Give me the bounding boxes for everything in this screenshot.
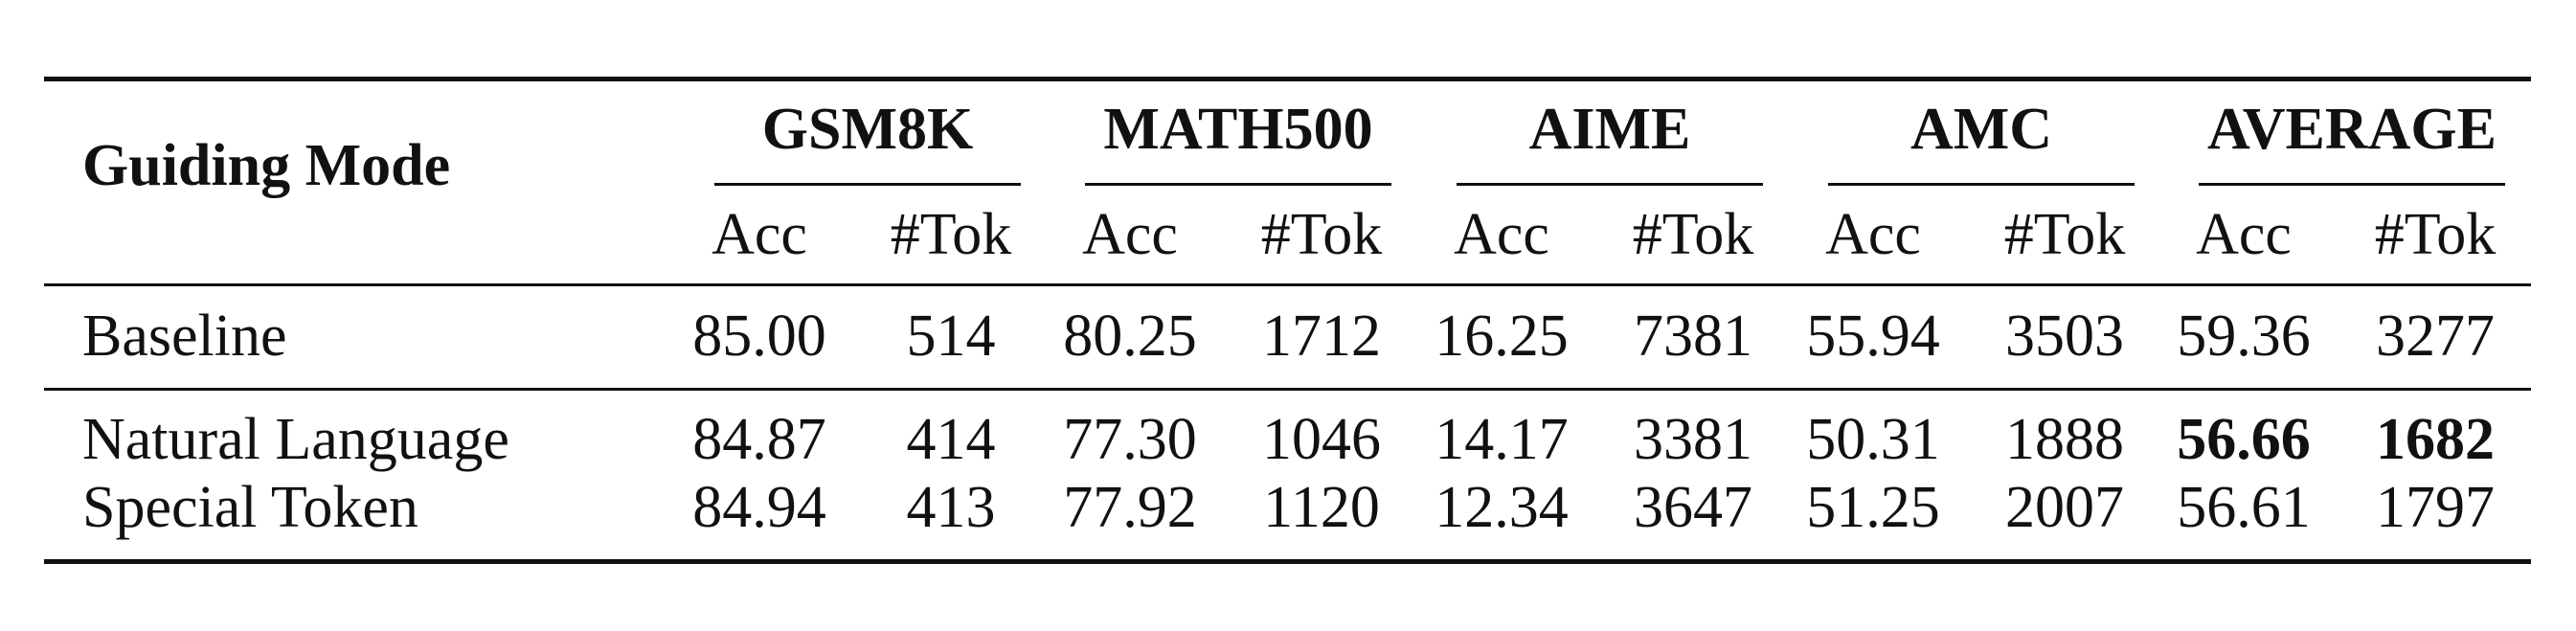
- table-cell: 84.87: [692, 407, 826, 472]
- table-cell: 1046: [1262, 407, 1381, 472]
- table-cell: 59.36: [2177, 304, 2311, 369]
- column-subheader: Acc: [712, 202, 807, 267]
- row-label: Natural Language: [82, 407, 509, 472]
- column-subheader: Acc: [1454, 202, 1549, 267]
- row-label: Special Token: [82, 475, 418, 540]
- top-rule: [44, 77, 2531, 81]
- table-cell: 77.30: [1063, 407, 1197, 472]
- table-cell: 50.31: [1806, 407, 1940, 472]
- column-subheader: Acc: [1825, 202, 1921, 267]
- column-group-header: AIME: [1528, 97, 1691, 162]
- column-group-header: GSM8K: [761, 97, 974, 162]
- table-cell: 77.92: [1063, 475, 1197, 540]
- table-cell: 413: [906, 475, 996, 540]
- column-subheader: #Tok: [890, 202, 1012, 267]
- table-cell: 1712: [1262, 304, 1381, 369]
- row-label: Baseline: [82, 304, 287, 369]
- table-cell: 51.25: [1806, 475, 1940, 540]
- table-cell: 80.25: [1063, 304, 1197, 369]
- table-cell: 16.25: [1435, 304, 1569, 369]
- table-cell: 85.00: [692, 304, 826, 369]
- column-subheader: #Tok: [1632, 202, 1754, 267]
- column-subheader: #Tok: [2374, 202, 2497, 267]
- group-separator-rule: [44, 388, 2531, 391]
- table-cell: 514: [906, 304, 996, 369]
- column-group-rule: [714, 183, 1021, 186]
- table-cell: 414: [906, 407, 996, 472]
- header-rule: [44, 283, 2531, 286]
- table-cell: 3647: [1634, 475, 1752, 540]
- column-group-rule: [1085, 183, 1391, 186]
- column-group-header: AVERAGE: [2206, 97, 2497, 162]
- table-cell: 14.17: [1435, 407, 1569, 472]
- column-subheader: Acc: [2196, 202, 2292, 267]
- column-group-header: AMC: [1909, 97, 2053, 162]
- table-cell: 55.94: [1806, 304, 1940, 369]
- table-cell: 12.34: [1435, 475, 1569, 540]
- table-cell: 3277: [2376, 304, 2495, 369]
- table-cell: 56.61: [2177, 475, 2311, 540]
- table-cell: 84.94: [692, 475, 826, 540]
- table-cell: 7381: [1634, 304, 1752, 369]
- table-cell: 2007: [2005, 475, 2124, 540]
- column-group-rule: [1828, 183, 2135, 186]
- column-subheader: #Tok: [1260, 202, 1383, 267]
- table-cell: 3503: [2005, 304, 2124, 369]
- column-group-rule: [1457, 183, 1763, 186]
- table-cell: 1797: [2376, 475, 2495, 540]
- bottom-rule: [44, 559, 2531, 564]
- column-group-rule: [2199, 183, 2505, 186]
- row-header: Guiding Mode: [82, 133, 451, 198]
- table-cell: 3381: [1634, 407, 1752, 472]
- table-cell: 56.66: [2177, 407, 2311, 472]
- table-cell: 1120: [1263, 475, 1380, 540]
- column-group-header: MATH500: [1103, 97, 1373, 162]
- table-cell: 1888: [2005, 407, 2124, 472]
- column-subheader: #Tok: [2003, 202, 2126, 267]
- table-cell: 1682: [2376, 407, 2495, 472]
- column-subheader: Acc: [1082, 202, 1178, 267]
